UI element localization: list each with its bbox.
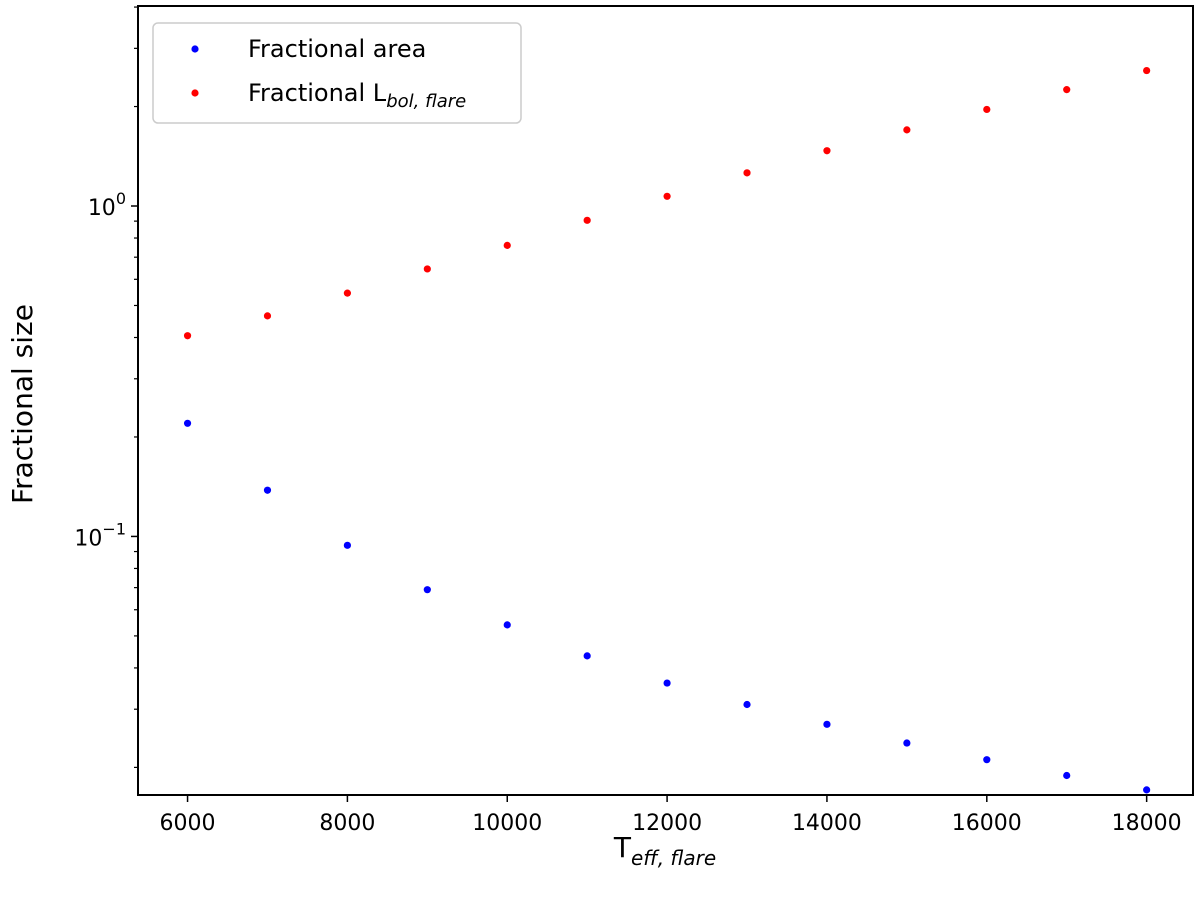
- y-tick-label-base: 10: [88, 196, 116, 221]
- plot-frame: [137, 5, 1194, 796]
- x-axis-label-subscript: eff, flare: [631, 846, 716, 870]
- fractional-l-point: [983, 105, 991, 114]
- fractional-area-point: [583, 652, 591, 660]
- legend-label-fractional-lbol: Fractional Lbol, flare: [248, 79, 466, 112]
- fractional-area-point: [503, 621, 511, 629]
- legend-marker-fractional-area: [191, 45, 199, 53]
- y-tick-label-exponent: 0: [116, 189, 126, 208]
- x-tick-label: 10000: [472, 811, 542, 836]
- legend-box: [152, 22, 522, 124]
- legend-label-fractional-lbol-base: Fractional L: [248, 79, 387, 107]
- y-axis-title: Fractional size: [6, 304, 39, 504]
- fractional-area-point: [343, 541, 352, 549]
- fractional-l-point: [663, 192, 671, 200]
- x-tick-label: 14000: [792, 811, 862, 836]
- fractional-l-point: [1063, 86, 1071, 94]
- y-tick-label: 10−1: [74, 519, 126, 551]
- y-tick-label: 100: [88, 189, 126, 221]
- y-tick-label-exponent: −1: [102, 519, 126, 538]
- fractional-area-point: [263, 486, 272, 494]
- y-tick-label-base: 10: [74, 526, 102, 551]
- legend: Fractional area Fractional Lbol, flare: [152, 22, 522, 124]
- fractional-l-point: [903, 126, 911, 134]
- fractional-l-point: [263, 312, 272, 320]
- fractional-area-point: [903, 739, 911, 747]
- x-tick-label: 16000: [952, 811, 1022, 836]
- fractional-l-point: [183, 332, 192, 340]
- fractional-l-point: [583, 216, 591, 224]
- fractional-area-point: [743, 700, 751, 709]
- data-points: [183, 66, 1151, 794]
- fractional-area-point: [983, 756, 991, 764]
- fractional-l-point: [823, 147, 831, 155]
- fractional-l-point: [503, 241, 511, 249]
- fractional-area-point: [423, 586, 431, 594]
- y-axis-label: Fractional size: [6, 304, 39, 504]
- fractional-area-point: [823, 720, 831, 728]
- legend-label-fractional-area: Fractional area: [248, 35, 426, 63]
- fractional-area-point: [183, 419, 192, 427]
- fractional-l-point: [743, 169, 751, 177]
- x-tick-label: 6000: [160, 811, 216, 836]
- legend-label-fractional-lbol-subscript: bol, flare: [386, 91, 466, 112]
- fractional-area-point: [663, 679, 671, 687]
- x-tick-label: 12000: [632, 811, 702, 836]
- fractional-l-point: [423, 265, 431, 273]
- x-axis-label-base: T: [613, 831, 632, 864]
- fractional-l-point: [1143, 66, 1151, 75]
- legend-marker-fractional-lbol: [191, 89, 199, 97]
- x-tick-label: 8000: [319, 811, 375, 836]
- fractional-l-point: [343, 289, 352, 297]
- fractional-area-point: [1063, 771, 1071, 780]
- x-tick-label: 18000: [1112, 811, 1182, 836]
- fractional-area-point: [1143, 786, 1151, 794]
- x-axis-title: Teff, flare: [613, 831, 716, 870]
